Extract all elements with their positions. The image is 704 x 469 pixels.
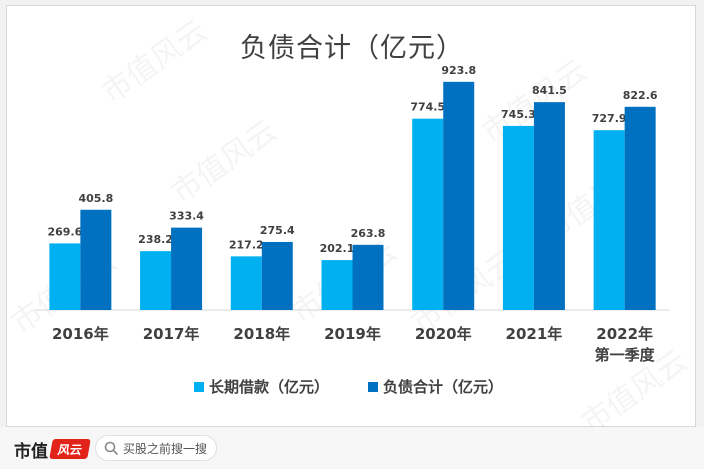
data-label: 923.8 <box>441 64 476 77</box>
bar <box>533 102 565 310</box>
data-label: 275.4 <box>260 224 295 237</box>
data-label: 405.8 <box>78 192 113 205</box>
category-label: 第一季度 <box>595 346 656 364</box>
legend-swatch <box>194 382 204 392</box>
bar <box>321 260 353 310</box>
bar <box>49 243 81 310</box>
watermark-text: 市值风云 <box>165 113 283 210</box>
bar <box>502 125 534 311</box>
data-label: 727.9 <box>592 112 627 125</box>
data-label: 217.2 <box>229 238 264 251</box>
chart-title: 负债合计（亿元） <box>240 33 464 64</box>
category-label: 2021年 <box>506 325 563 343</box>
brand-logo-badge: 风云 <box>49 439 91 459</box>
category-label: 2019年 <box>324 325 381 343</box>
category-label: 2022年 <box>596 325 653 343</box>
data-label: 333.4 <box>169 210 204 223</box>
watermark-text: 市值风云 <box>95 13 213 110</box>
footer-bar: 市值 风云 买股之前搜一搜 <box>0 427 704 469</box>
search-box[interactable]: 买股之前搜一搜 <box>95 435 217 461</box>
category-label: 2016年 <box>52 325 109 343</box>
bar <box>352 244 384 310</box>
data-label: 745.3 <box>501 108 536 121</box>
data-label: 202.1 <box>320 242 355 255</box>
search-icon <box>104 441 118 455</box>
bar <box>412 118 444 310</box>
category-label: 2018年 <box>233 325 290 343</box>
search-placeholder: 买股之前搜一搜 <box>123 441 208 456</box>
category-label: 2017年 <box>143 325 200 343</box>
legend-label: 负债合计（亿元） <box>383 378 503 396</box>
data-label: 238.2 <box>138 233 173 246</box>
brand-name: 市值 <box>14 441 48 462</box>
bar <box>140 251 172 310</box>
bar-chart: 市值风云市值风云市值风云市值风云市值风云市值风云市值风云市值风云269.6405… <box>5 13 693 427</box>
bar <box>261 241 293 310</box>
bar <box>171 227 203 310</box>
category-label: 2020年 <box>415 325 472 343</box>
legend-label: 长期借款（亿元） <box>209 378 329 396</box>
bar <box>80 209 112 310</box>
data-label: 822.6 <box>623 89 658 102</box>
data-label: 269.6 <box>47 225 82 238</box>
chart-frame <box>6 5 696 427</box>
bar <box>230 256 262 310</box>
bar <box>593 130 625 310</box>
data-label: 774.5 <box>410 101 445 114</box>
data-label: 263.8 <box>351 227 386 240</box>
bar <box>624 106 656 310</box>
brand-logo[interactable]: 市值 风云 <box>14 438 91 462</box>
bar <box>443 81 475 310</box>
legend-swatch <box>368 382 378 392</box>
data-label: 841.5 <box>532 84 567 97</box>
